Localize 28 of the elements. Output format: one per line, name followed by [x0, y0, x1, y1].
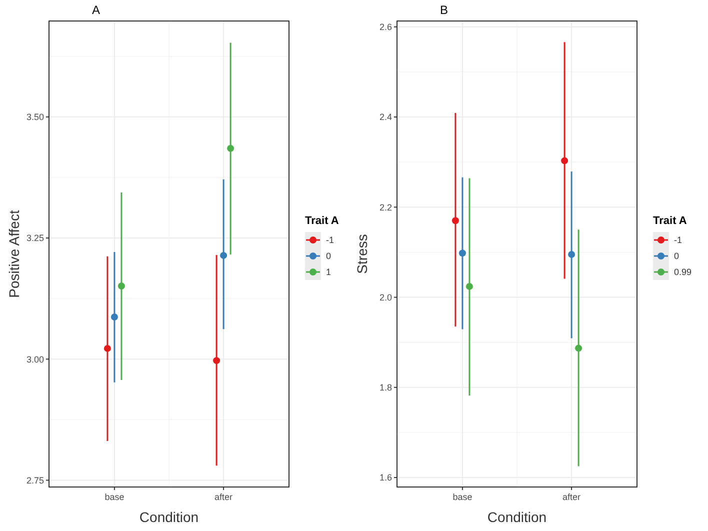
legend-label: 0.99 [674, 267, 692, 278]
legend-title: Trait A [305, 215, 339, 227]
x-tick-label: after [214, 492, 233, 502]
x-axis-title: Condition [487, 509, 547, 525]
y-axis-title: Positive Affect [6, 210, 22, 298]
y-tick-label: 2.6 [379, 22, 392, 32]
legend-label: 1 [326, 267, 332, 278]
chart-title: A [92, 3, 100, 17]
legend-label: 0 [326, 251, 332, 262]
x-tick-label: base [452, 492, 472, 502]
y-tick-label: 3.00 [26, 354, 44, 364]
y-tick-label: 1.6 [379, 472, 392, 483]
y-axis-title: Stress [354, 234, 370, 274]
y-tick-label: 3.25 [26, 233, 44, 244]
y-tick-label: 2.75 [26, 475, 44, 486]
x-axis-title: Condition [139, 509, 199, 525]
y-tick-label: 1.8 [379, 382, 392, 393]
legend-title: Trait A [653, 215, 687, 227]
legend-label: 0 [674, 251, 680, 262]
y-tick-label: 2.2 [379, 202, 392, 212]
x-tick-label: base [104, 492, 124, 502]
x-tick-label: after [562, 492, 581, 502]
legend-label: -1 [674, 235, 682, 246]
legend-label: -1 [326, 235, 334, 246]
y-tick-label: 2.4 [379, 112, 392, 122]
y-tick-label: 2.0 [379, 292, 392, 302]
y-tick-label: 3.50 [26, 112, 44, 122]
chart-title: B [440, 3, 448, 17]
